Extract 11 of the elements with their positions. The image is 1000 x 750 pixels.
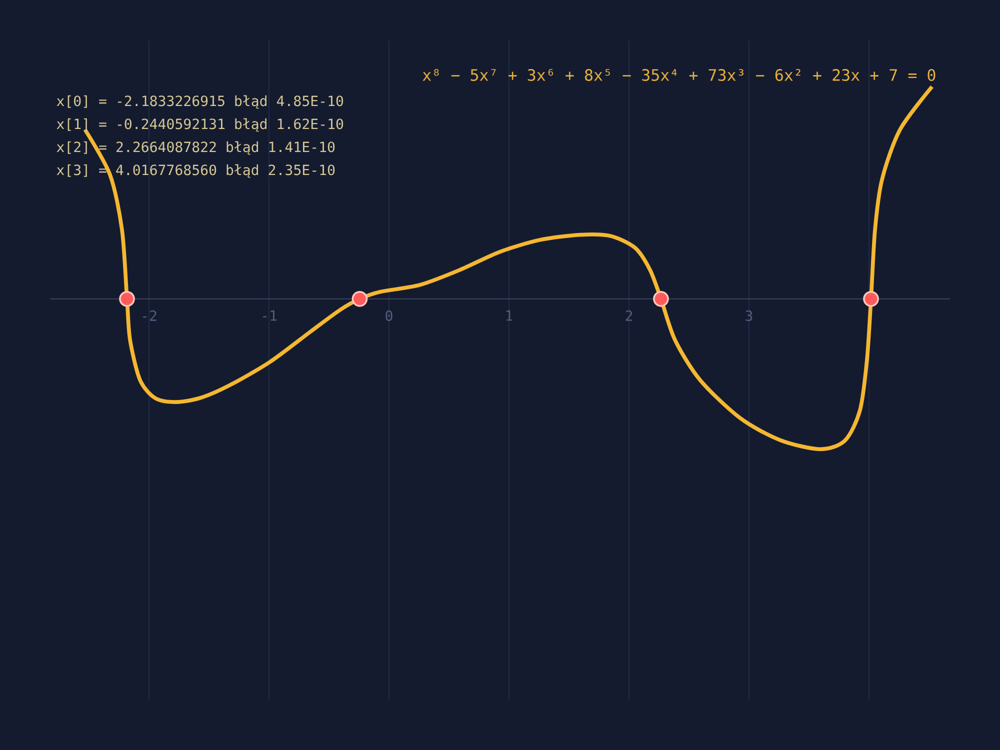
x-tick-label: -2 xyxy=(142,310,156,321)
annotation: x[1] = -0.2440592131 błąd 1.62E-10 xyxy=(56,118,344,132)
annotation: x[0] = -2.1833226915 błąd 4.85E-10 xyxy=(56,95,344,109)
annotation: x[3] = 4.0167768560 błąd 2.35E-10 xyxy=(56,164,335,178)
x-tick-label: 1 xyxy=(506,310,512,321)
x-tick-label: 3 xyxy=(746,310,752,322)
x-tick-label: 0 xyxy=(386,310,392,322)
chart-title: x⁸ − 5x⁷ + 3x⁶ + 8x⁵ − 35x⁴ + 73x³ − 6x² + 23x + 7 = 0 xyxy=(422,69,936,81)
annotation: x[2] = 2.2664087822 błąd 1.41E-10 xyxy=(56,141,335,155)
x-tick-label: -1 xyxy=(262,310,276,321)
x-tick-label: 2 xyxy=(626,310,632,321)
